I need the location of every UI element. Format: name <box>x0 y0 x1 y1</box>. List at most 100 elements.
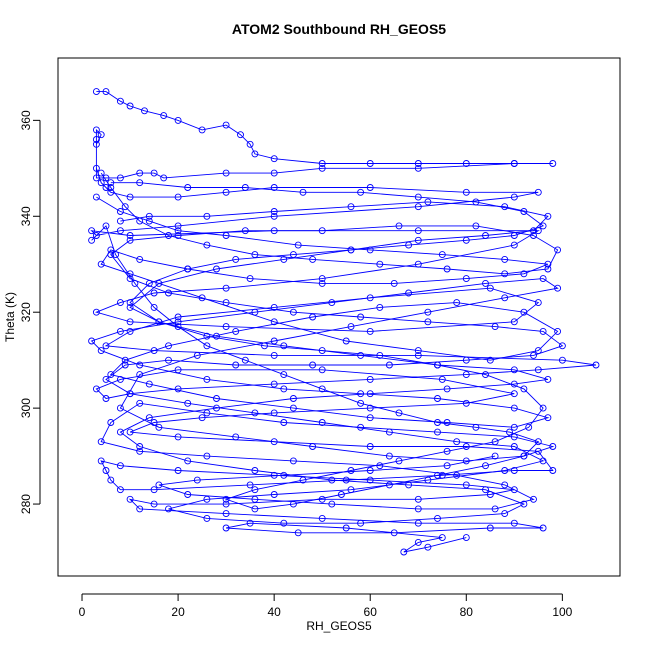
series-points <box>88 88 600 556</box>
data-point <box>554 246 562 254</box>
data-point <box>510 443 518 450</box>
data-point <box>289 308 297 316</box>
data-point <box>88 227 96 235</box>
data-point <box>385 428 393 436</box>
data-point <box>376 351 384 359</box>
data-point <box>150 419 158 426</box>
data-point <box>102 184 110 191</box>
data-point <box>222 121 230 129</box>
data-point <box>116 327 124 335</box>
data-point <box>438 375 446 383</box>
data-point <box>193 476 201 484</box>
data-point <box>213 395 220 402</box>
data-point <box>107 419 115 426</box>
data-point <box>318 495 326 503</box>
data-point <box>203 342 211 350</box>
data-point <box>510 160 518 167</box>
data-point <box>136 361 144 369</box>
data-point <box>270 337 278 345</box>
data-point <box>539 524 547 532</box>
data-point <box>342 476 350 484</box>
data-point <box>395 222 403 230</box>
data-point <box>280 371 288 379</box>
data-point <box>472 423 480 431</box>
data-point <box>174 193 182 201</box>
data-point <box>116 227 124 235</box>
data-point <box>510 486 518 494</box>
data-point <box>97 169 105 177</box>
data-point <box>116 462 124 470</box>
data-point <box>232 327 240 335</box>
data-point <box>453 299 461 307</box>
x-tick-label: 60 <box>364 605 378 619</box>
data-point <box>88 236 96 244</box>
series-line <box>90 91 597 553</box>
data-point <box>251 495 259 503</box>
y-tick-label: 360 <box>19 110 33 130</box>
data-point <box>107 476 115 484</box>
data-point <box>434 428 441 436</box>
axes: 0 20 40 60 80 100 280 300 320 340 360 <box>19 110 573 619</box>
data-point <box>443 462 451 470</box>
data-point <box>510 380 518 388</box>
data-point <box>309 313 317 321</box>
data-point <box>294 529 302 537</box>
data-point <box>462 399 470 407</box>
data-point <box>530 232 537 239</box>
data-point <box>405 481 413 489</box>
data-point <box>318 227 326 235</box>
data-point <box>539 327 547 335</box>
data-point <box>357 188 365 196</box>
data-point <box>366 467 374 474</box>
data-point <box>510 404 518 412</box>
data-point <box>270 438 278 446</box>
data-point <box>534 347 542 355</box>
data-point <box>126 102 134 110</box>
data-point <box>472 222 480 230</box>
data-point <box>366 294 374 302</box>
data-point <box>289 500 297 508</box>
data-point <box>366 184 374 191</box>
data-point <box>97 131 105 139</box>
data-point <box>438 251 446 259</box>
data-point <box>237 131 244 139</box>
data-point <box>414 347 422 355</box>
data-point <box>558 356 566 364</box>
x-tick-label: 100 <box>552 605 572 619</box>
data-point <box>366 443 374 450</box>
data-point <box>299 188 307 196</box>
data-point <box>251 505 259 513</box>
data-point <box>592 361 600 369</box>
data-point <box>462 188 470 196</box>
data-point <box>443 447 451 455</box>
data-point <box>280 342 288 350</box>
data-point <box>92 193 100 201</box>
data-point <box>203 514 211 522</box>
data-point <box>289 251 297 259</box>
data-point <box>126 232 134 239</box>
data-point <box>222 510 230 518</box>
data-point <box>92 126 100 134</box>
data-point <box>462 443 470 450</box>
data-point <box>136 217 144 225</box>
data-point <box>102 88 110 96</box>
data-point <box>443 265 451 273</box>
data-point <box>434 514 441 522</box>
data-point <box>222 299 230 307</box>
data-point <box>366 375 374 383</box>
data-point <box>165 232 172 239</box>
data-point <box>385 481 393 489</box>
data-point <box>107 371 115 379</box>
data-point <box>203 452 211 460</box>
data-point <box>520 385 528 393</box>
data-point <box>510 318 518 326</box>
data-point <box>136 447 144 455</box>
data-point <box>203 409 211 417</box>
data-point <box>232 433 240 441</box>
data-point <box>222 500 230 508</box>
data-point <box>376 462 384 470</box>
data-point <box>270 303 278 311</box>
data-point <box>174 222 182 230</box>
data-point <box>534 299 542 307</box>
data-point <box>246 519 254 527</box>
